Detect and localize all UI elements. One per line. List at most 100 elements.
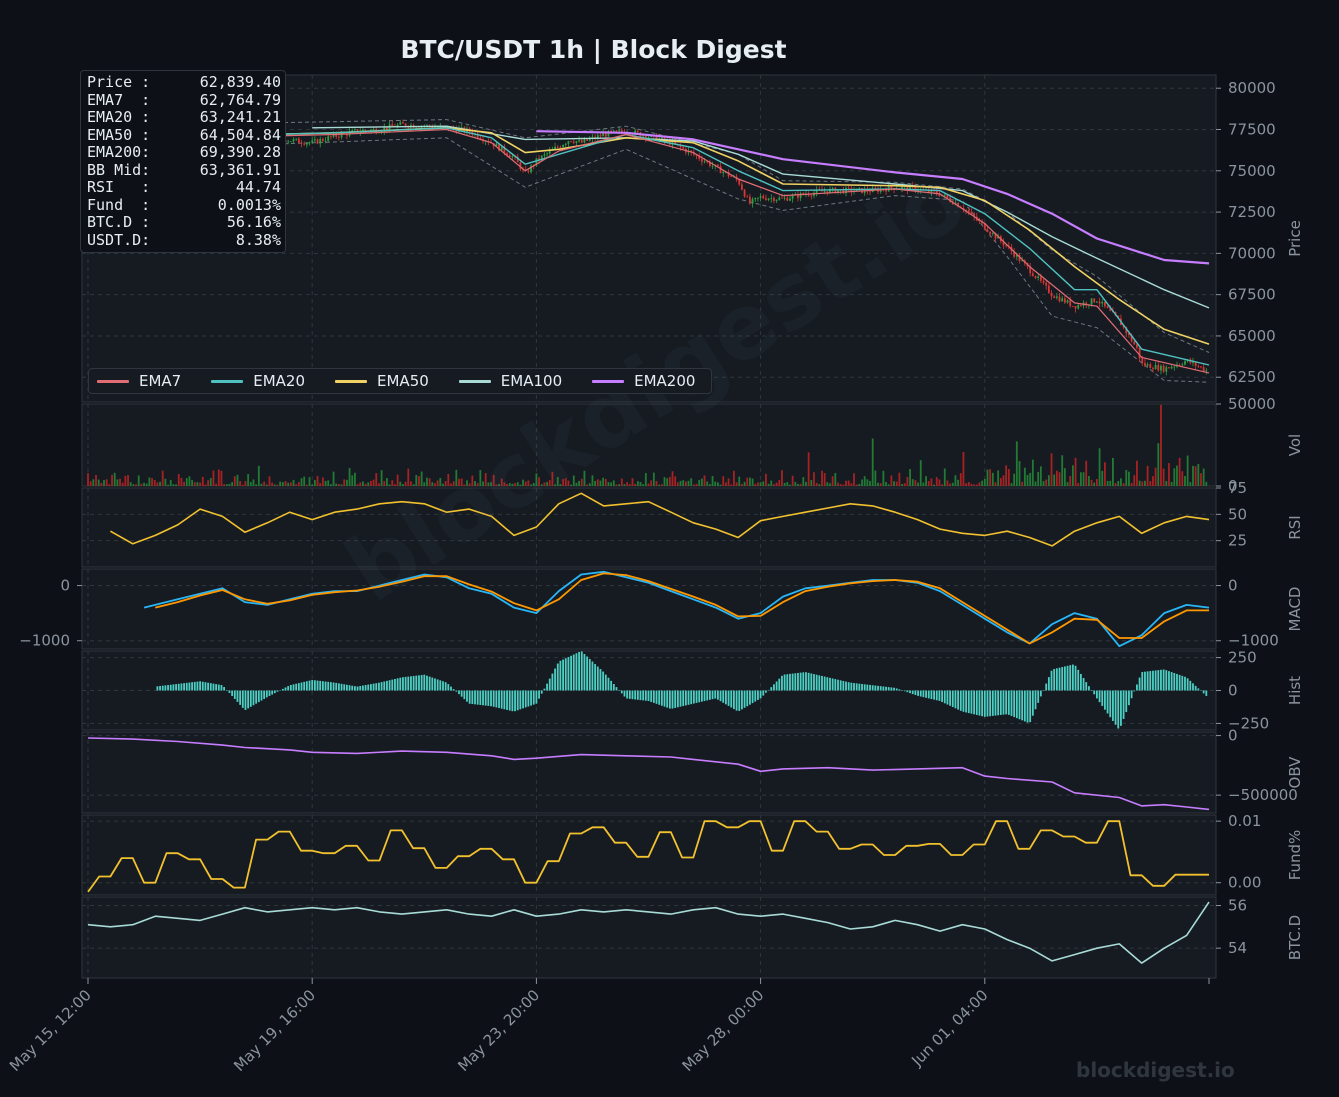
- hist-bar: [180, 683, 183, 691]
- volume-bar: [1015, 441, 1018, 486]
- candle-body: [946, 194, 949, 198]
- hist-bar: [362, 685, 364, 691]
- candle-body: [1090, 298, 1093, 305]
- candle-body: [917, 190, 919, 192]
- hist-bar: [348, 685, 351, 691]
- volume-bar: [255, 484, 258, 486]
- candle-body: [540, 155, 543, 161]
- volume-bar: [786, 482, 789, 486]
- candle-body: [396, 124, 399, 128]
- hist-bar: [660, 690, 663, 706]
- hist-bar: [1128, 690, 1130, 706]
- hist-bar: [711, 690, 714, 700]
- volume-bar: [882, 470, 885, 486]
- candle-body: [751, 199, 754, 204]
- candle-body: [337, 136, 340, 138]
- volume-bar: [658, 484, 661, 486]
- hist-bar: [596, 666, 599, 691]
- candle-body: [655, 134, 658, 141]
- candle-body: [311, 140, 314, 143]
- candle-body: [1093, 298, 1096, 303]
- legend-swatch: [97, 379, 129, 383]
- hist-bar: [228, 690, 231, 693]
- hist-bar: [1074, 665, 1077, 691]
- volume-bar: [770, 480, 773, 486]
- hist-bar: [255, 690, 258, 704]
- volume-bar: [554, 484, 556, 486]
- hist-bar: [874, 685, 877, 691]
- hist-bar: [1202, 690, 1205, 694]
- hist-bar: [201, 681, 204, 691]
- candle-body: [708, 161, 711, 166]
- candle-body: [791, 195, 794, 199]
- candle-body: [1205, 370, 1208, 372]
- bollinger-upper: [87, 119, 1210, 353]
- hist-bar: [1130, 690, 1133, 699]
- volume-bar: [917, 482, 919, 486]
- candle-body: [773, 197, 775, 202]
- hist-bar: [300, 682, 303, 691]
- volume-bar: [866, 479, 869, 486]
- hist-bar: [885, 686, 887, 691]
- volume-bar: [708, 484, 711, 486]
- candle-body: [618, 130, 621, 131]
- candle-body: [1170, 366, 1173, 369]
- volume-bar: [994, 482, 997, 486]
- hist-bar: [658, 690, 661, 705]
- hist-bar: [591, 661, 594, 691]
- hist-bar: [810, 673, 813, 691]
- hist-bar: [815, 674, 818, 691]
- candle-body: [994, 233, 997, 239]
- info-key: EMA200:: [87, 143, 151, 161]
- candle-body: [364, 130, 367, 131]
- candle-body: [1061, 298, 1064, 302]
- volume-bar: [129, 482, 132, 486]
- volume-bar: [981, 480, 984, 486]
- info-row-price: Price : 62,839.40: [87, 73, 281, 92]
- candle-body: [620, 130, 623, 132]
- candle-body: [1085, 302, 1088, 305]
- hist-bar: [316, 680, 319, 691]
- hist-bar: [906, 690, 909, 693]
- candle-body: [1037, 276, 1040, 278]
- hist-bar: [751, 690, 754, 704]
- candle-body: [327, 136, 330, 141]
- hist-bar: [236, 690, 239, 702]
- info-key: RSI :: [87, 178, 151, 196]
- obv-line: [87, 737, 1210, 811]
- hist-bar: [281, 688, 284, 691]
- candle-body: [660, 137, 663, 139]
- candle-body: [580, 140, 583, 143]
- hist-bar: [1136, 684, 1138, 691]
- hist-bar: [244, 690, 247, 710]
- candle-body: [1138, 347, 1141, 359]
- legend-swatch: [592, 379, 625, 383]
- hist-bar: [220, 685, 223, 691]
- info-value: 64,504.84: [199, 125, 281, 144]
- candle-body: [607, 130, 610, 137]
- info-row-usdtd: USDT.D: 8.38%: [87, 231, 281, 250]
- volume-bar: [695, 483, 698, 486]
- volume-bar: [436, 480, 439, 486]
- volume-bar: [514, 483, 516, 486]
- hist-bar: [829, 677, 831, 691]
- hist-bar: [1181, 675, 1184, 691]
- volume-bar: [167, 484, 169, 486]
- hist-bar: [983, 690, 986, 717]
- candle-body: [1184, 361, 1186, 365]
- hist-bar: [420, 675, 423, 691]
- volume-bar: [500, 478, 503, 486]
- volume-bar: [628, 484, 631, 486]
- volume-bar: [490, 482, 492, 486]
- legend-label: EMA50: [377, 372, 429, 390]
- candle-body: [535, 158, 538, 166]
- hist-bar: [813, 674, 815, 691]
- hist-bar: [749, 690, 751, 705]
- hist-bar: [508, 690, 511, 711]
- candle-body: [986, 229, 989, 232]
- hist-bar: [789, 673, 791, 691]
- volume-bar: [716, 482, 719, 486]
- volume-bar: [893, 481, 895, 486]
- legend-label: EMA20: [253, 372, 306, 390]
- volume-bar: [986, 469, 989, 486]
